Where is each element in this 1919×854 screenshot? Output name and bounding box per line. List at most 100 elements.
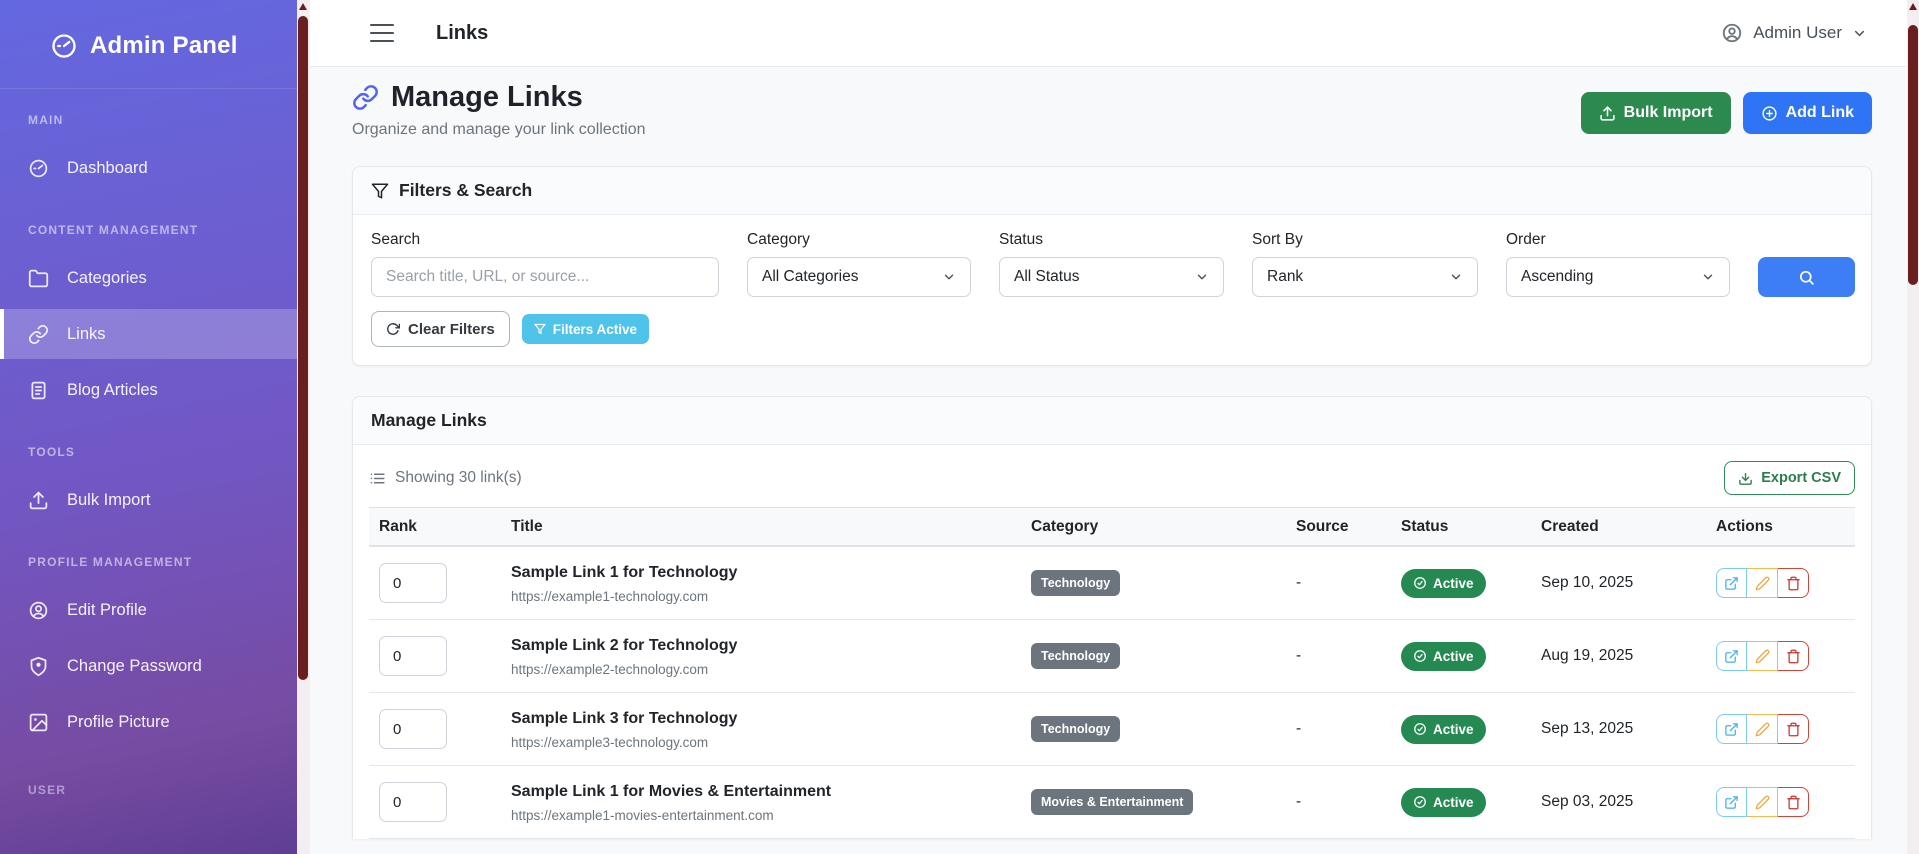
link-icon: [28, 324, 49, 344]
user-menu[interactable]: Admin User: [1721, 22, 1867, 44]
table-row: Sample Link 3 for Technology https://exa…: [369, 693, 1855, 766]
chevron-down-icon: [1703, 274, 1713, 280]
order-label: Order: [1506, 231, 1546, 248]
chevron-down-icon: [1854, 30, 1865, 36]
link-title[interactable]: Sample Link 1 for Movies & Entertainment: [511, 783, 832, 801]
source-cell: -: [1296, 720, 1302, 737]
column-header-rank: Rank: [379, 517, 417, 535]
search-label: Search: [371, 231, 421, 248]
column-header-title: Title: [511, 517, 543, 535]
scrollbar-thumb[interactable]: [1908, 25, 1918, 285]
trash-icon: [1786, 722, 1800, 736]
status-select[interactable]: All Status: [999, 257, 1224, 297]
sidebar-item-label: Dashboard: [67, 158, 148, 177]
brand-title: Admin Panel: [90, 32, 238, 59]
sidebar-item-label: Edit Profile: [67, 600, 147, 619]
page-subtitle: Organize and manage your link collection: [352, 121, 646, 138]
sidebar-scrollbar[interactable]: [297, 0, 310, 854]
sidebar-item-bulk-import[interactable]: Bulk Import: [0, 475, 297, 525]
pencil-icon: [1755, 576, 1769, 590]
funnel-icon: [371, 183, 389, 198]
folder-icon: [28, 269, 49, 287]
delete-link-button[interactable]: [1778, 641, 1809, 671]
refresh-icon: [387, 323, 400, 335]
status-badge: Active: [1401, 714, 1486, 744]
sort-by-select[interactable]: Rank: [1252, 257, 1478, 297]
delete-link-button[interactable]: [1778, 714, 1809, 744]
pencil-icon: [1755, 649, 1769, 663]
sidebar-item-label: Blog Articles: [67, 380, 158, 399]
open-link-button[interactable]: [1716, 714, 1747, 744]
source-cell: -: [1296, 574, 1302, 591]
rank-input[interactable]: [379, 636, 447, 676]
edit-link-button[interactable]: [1747, 641, 1778, 671]
brand: Admin Panel: [0, 0, 297, 89]
sidebar-item-edit-profile[interactable]: Edit Profile: [0, 585, 297, 635]
scroll-up-arrow[interactable]: [1909, 3, 1917, 10]
nav-section-main: MAIN: [28, 113, 64, 127]
sidebar-item-blog-articles[interactable]: Blog Articles: [0, 365, 297, 415]
scrollbar-thumb[interactable]: [298, 16, 308, 680]
status-badge: Active: [1401, 568, 1486, 598]
topbar: Links Admin User: [310, 0, 1907, 67]
user-name: Admin User: [1753, 23, 1842, 42]
sidebar-toggle-button[interactable]: [370, 24, 394, 42]
rank-input[interactable]: [379, 563, 447, 603]
nav-section-profile: PROFILE MANAGEMENT: [28, 555, 193, 569]
search-input[interactable]: [371, 257, 719, 297]
rank-input[interactable]: [379, 782, 447, 822]
list-icon: [370, 473, 385, 483]
open-link-button[interactable]: [1716, 641, 1747, 671]
created-cell: Sep 10, 2025: [1541, 574, 1634, 591]
scroll-up-arrow[interactable]: [299, 3, 307, 10]
chevron-down-icon: [944, 274, 954, 280]
rank-input[interactable]: [379, 709, 447, 749]
category-badge: Movies & Entertainment: [1031, 789, 1194, 815]
page-scrollbar[interactable]: [1907, 0, 1919, 854]
export-csv-button[interactable]: Export CSV: [1724, 461, 1855, 495]
table-header-row: Rank Title Category Source Status Create…: [369, 507, 1855, 547]
table-body: Sample Link 1 for Technology https://exa…: [369, 547, 1855, 839]
open-link-button[interactable]: [1716, 787, 1747, 817]
filters-active-badge: Filters Active: [521, 314, 650, 344]
links-table: Rank Title Category Source Status Create…: [369, 507, 1855, 839]
nav-section-user: USER: [28, 783, 67, 797]
status-badge: Active: [1401, 641, 1486, 671]
sidebar-item-dashboard[interactable]: Dashboard: [0, 143, 297, 193]
bulk-import-button[interactable]: Bulk Import: [1580, 92, 1731, 134]
content: Manage Links Organize and manage your li…: [310, 67, 1907, 854]
link-url: https://example1-technology.com: [511, 588, 709, 604]
delete-link-button[interactable]: [1778, 568, 1809, 598]
link-url: https://example1-movies-entertainment.co…: [511, 807, 774, 823]
sidebar-item-categories[interactable]: Categories: [0, 253, 297, 303]
category-select[interactable]: All Categories: [747, 257, 971, 297]
plus-circle-icon: [1761, 105, 1777, 121]
edit-link-button[interactable]: [1747, 787, 1778, 817]
upload-icon: [29, 491, 48, 509]
open-link-button[interactable]: [1716, 568, 1747, 598]
chevron-down-icon: [1451, 274, 1461, 280]
download-icon: [1739, 472, 1753, 485]
link-title[interactable]: Sample Link 2 for Technology: [511, 637, 738, 655]
edit-link-button[interactable]: [1747, 568, 1778, 598]
sidebar: Admin Panel MAIN Dashboard CONTENT MANAG…: [0, 0, 297, 854]
sidebar-item-change-password[interactable]: Change Password: [0, 641, 297, 691]
source-cell: -: [1296, 647, 1302, 664]
table-row: Sample Link 1 for Movies & Entertainment…: [369, 766, 1855, 839]
link-title[interactable]: Sample Link 1 for Technology: [511, 564, 738, 582]
links-card: Manage Links Showing 30 link(s): [352, 396, 1872, 839]
link-title[interactable]: Sample Link 3 for Technology: [511, 710, 738, 728]
sidebar-item-profile-picture[interactable]: Profile Picture: [0, 697, 297, 747]
edit-link-button[interactable]: [1747, 714, 1778, 744]
delete-link-button[interactable]: [1778, 787, 1809, 817]
sidebar-item-links[interactable]: Links: [0, 309, 297, 359]
table-row: Sample Link 2 for Technology https://exa…: [369, 620, 1855, 693]
add-link-button[interactable]: Add Link: [1742, 92, 1872, 134]
trash-icon: [1786, 576, 1800, 590]
search-submit-button[interactable]: [1758, 257, 1855, 297]
sidebar-item-label: Change Password: [67, 656, 202, 675]
gauge-icon: [52, 34, 76, 58]
sort-by-label: Sort By: [1252, 231, 1303, 248]
clear-filters-button[interactable]: Clear Filters: [371, 311, 510, 347]
order-select[interactable]: Ascending: [1506, 257, 1730, 297]
